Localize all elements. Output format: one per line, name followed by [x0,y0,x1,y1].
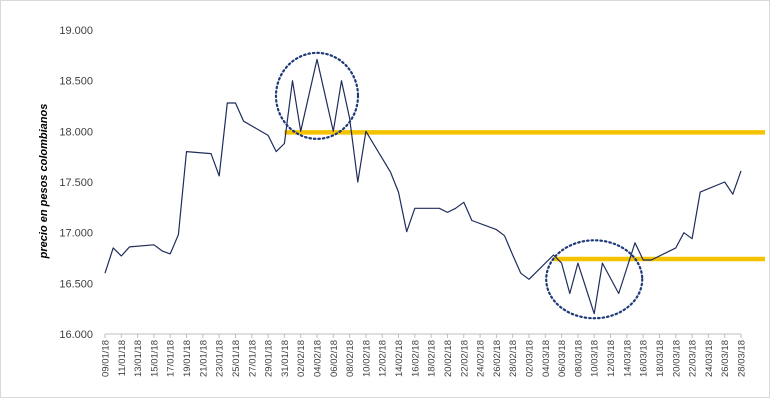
x-tick-label: 28/03/18 [737,340,748,377]
x-tick-label: 24/02/18 [476,340,487,377]
x-tick-label: 17/01/18 [166,340,177,377]
x-tick-label: 10/03/18 [590,340,601,377]
x-tick-label: 16/03/18 [639,340,650,377]
y-tick-label: 17.000 [59,228,93,240]
x-tick-label: 11/01/18 [117,340,128,376]
x-tick-label: 12/03/18 [606,340,617,377]
x-tick-label: 04/02/18 [313,340,324,377]
x-tick-label: 27/01/18 [247,340,258,377]
x-tick-label: 08/02/18 [345,340,356,377]
x-tick-label: 18/03/18 [655,340,666,377]
x-tick-label: 22/02/18 [459,340,470,377]
y-axis-label: precio en pesos colombianos [38,104,50,260]
x-tick-label: 14/02/18 [394,340,405,377]
x-tick-label: 12/02/18 [378,340,389,377]
y-tick-label: 17.500 [59,177,93,189]
y-tick-label: 16.000 [59,329,93,341]
x-tick-label: 02/02/18 [296,340,307,377]
y-tick-label: 19.000 [59,25,93,37]
x-tick-label: 13/01/18 [133,340,144,377]
x-tick-label: 23/01/18 [215,340,226,377]
x-tick-label: 26/02/18 [492,340,503,377]
x-tick-label: 18/02/18 [427,340,438,377]
x-tick-label: 06/03/18 [557,340,568,377]
x-tick-label: 02/03/18 [525,340,536,377]
x-tick-label: 24/03/18 [704,340,715,377]
highlight-ellipse [274,51,360,140]
x-tick-label: 25/01/18 [231,340,242,377]
x-tick-label: 06/02/18 [329,340,340,377]
x-tick-label: 26/03/18 [720,340,731,377]
highlight-ellipse [545,239,644,320]
x-tick-label: 31/01/18 [280,340,291,377]
x-tick-label: 04/03/18 [541,340,552,377]
y-tick-label: 16.500 [59,278,93,290]
x-tick-label: 20/03/18 [671,340,682,377]
x-tick-label: 20/02/18 [443,340,454,377]
x-tick-label: 29/01/18 [264,340,275,377]
y-tick-label: 18.500 [59,76,93,88]
y-tick-label: 18.000 [59,126,93,138]
price-series-line [104,58,742,315]
x-tick-label: 22/03/18 [688,340,699,377]
plot-area: 16.000 16.500 17.000 17.500 18.000 18.500 19.0… [59,25,765,377]
x-tick-label: 28/02/18 [508,340,519,377]
x-tick-label: 14/03/18 [622,340,633,377]
x-tick-label: 15/01/18 [149,340,160,377]
x-tick-label: 21/01/18 [198,340,209,377]
x-tick-label: 09/01/18 [101,340,112,377]
x-tick-label: 16/02/18 [410,340,421,377]
x-tick-label: 08/03/18 [573,340,584,377]
x-tick-label: 19/01/18 [182,340,193,377]
x-tick-label: 10/02/18 [361,340,372,377]
